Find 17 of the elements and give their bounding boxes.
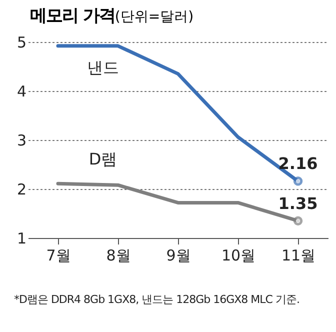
x-tick-label: 8월	[106, 246, 131, 264]
y-tick-label: 4	[16, 82, 26, 100]
y-tick-label: 1	[16, 230, 26, 248]
y-tick-label: 2	[16, 180, 26, 198]
x-tick-label: 10월	[221, 246, 256, 264]
y-axis-title: (단위=달러)	[114, 9, 194, 25]
y-tick-label: 5	[16, 34, 26, 52]
series-label: 낸드	[87, 58, 119, 77]
data-label: 1.35	[278, 194, 318, 213]
x-tick-label: 9월	[166, 246, 191, 264]
data-label: 2.16	[278, 154, 318, 174]
series-label: D램	[88, 150, 118, 169]
x-tick-label: 7월	[46, 246, 71, 264]
x-tick-label: 11월	[281, 246, 316, 264]
y-tick-label: 3	[16, 132, 26, 150]
text: *D램은 DDR4 8Gb 1GX8, 낸드는 128Gb 16GX8 MLC 기준.	[14, 292, 300, 307]
chart-title: 메모리 가격	[30, 6, 115, 26]
